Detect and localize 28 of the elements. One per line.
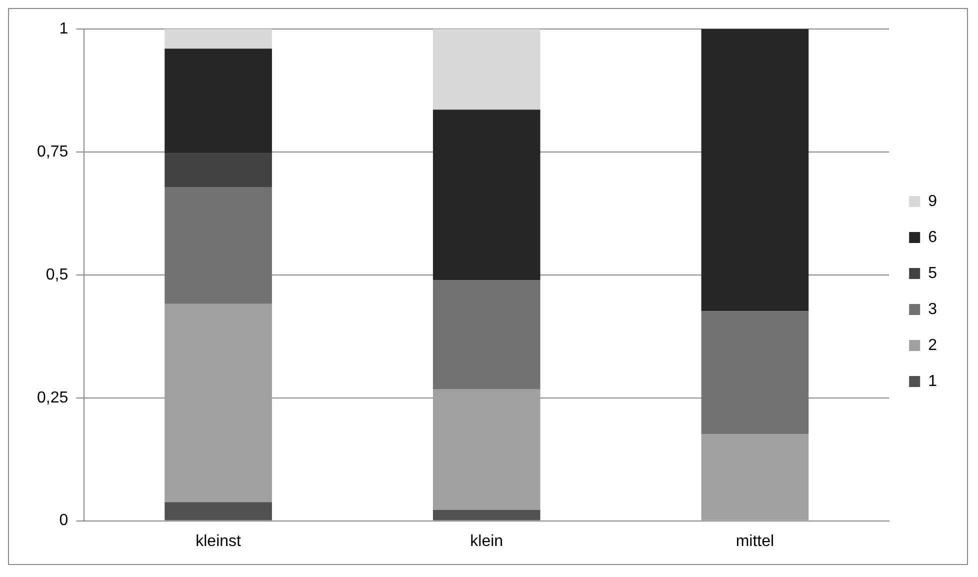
legend-label: 1 xyxy=(928,372,938,390)
y-tick-label: 0 xyxy=(59,512,68,530)
legend-label: 9 xyxy=(928,192,938,210)
bar xyxy=(164,29,272,49)
bar xyxy=(701,311,809,434)
legend-label: 6 xyxy=(928,228,938,246)
bar xyxy=(701,29,809,312)
bar xyxy=(164,48,272,154)
bar xyxy=(432,510,540,520)
y-tick-label: 1 xyxy=(59,20,68,38)
x-tick-label: klein xyxy=(470,532,504,550)
legend-label: 3 xyxy=(928,300,938,318)
bar xyxy=(432,389,540,510)
y-tick-label: 0,75 xyxy=(37,143,68,160)
bar xyxy=(164,153,272,188)
bar xyxy=(164,187,272,304)
bar xyxy=(164,304,272,502)
bar xyxy=(432,280,540,389)
bar xyxy=(701,434,809,520)
bar xyxy=(432,110,540,280)
y-tick-label: 0,5 xyxy=(46,266,68,284)
legend-label: 5 xyxy=(928,264,938,282)
x-tick-label: mittel xyxy=(736,532,774,550)
x-tick-label: kleinst xyxy=(196,532,242,550)
bar xyxy=(432,29,540,110)
bar xyxy=(164,502,272,520)
y-tick-label: 0,25 xyxy=(37,389,68,406)
legend-label: 2 xyxy=(928,336,938,354)
